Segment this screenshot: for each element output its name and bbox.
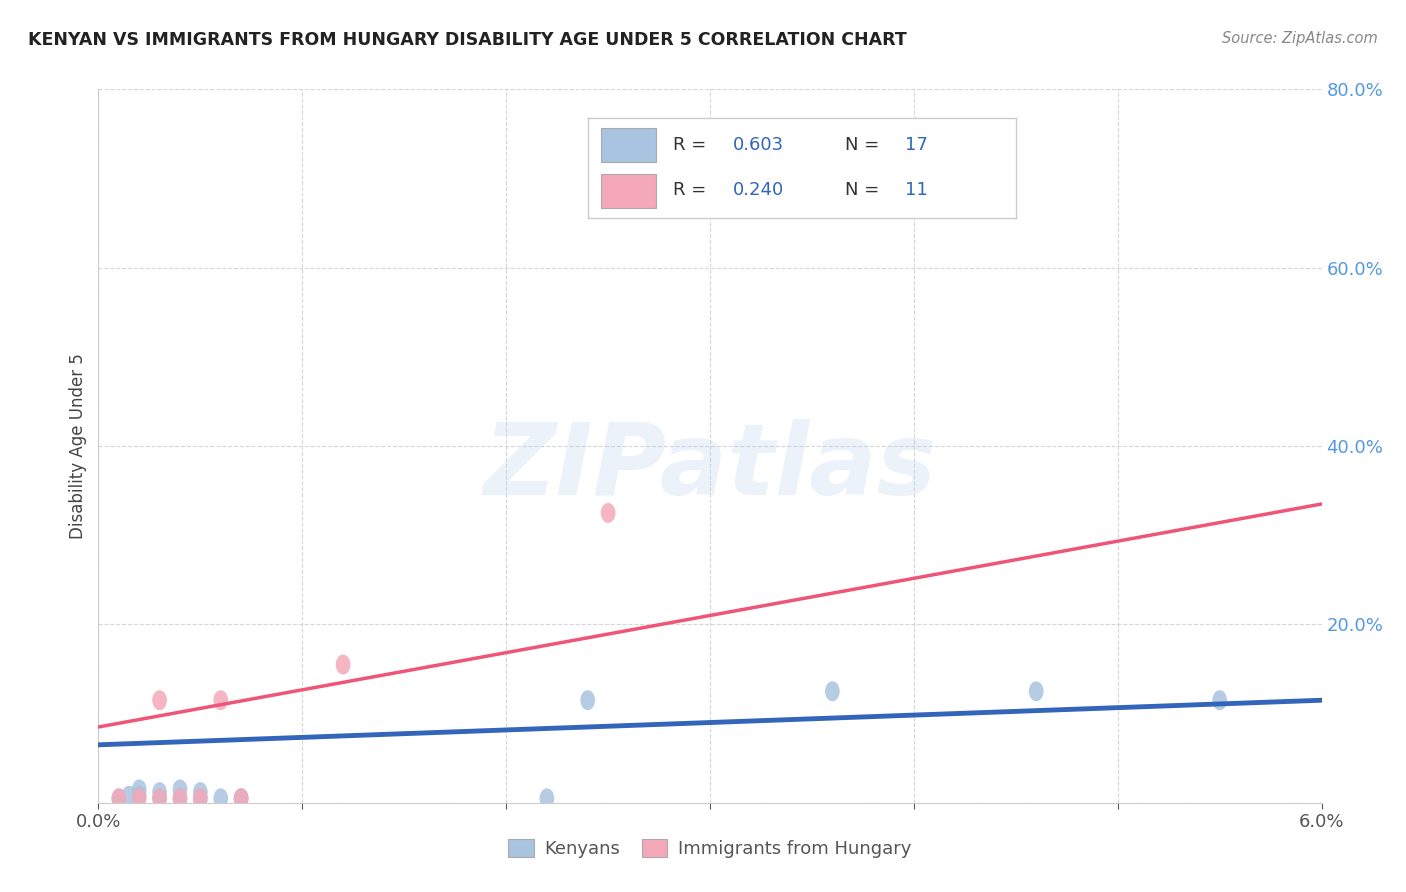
Ellipse shape <box>214 789 228 808</box>
Y-axis label: Disability Age Under 5: Disability Age Under 5 <box>69 353 87 539</box>
Ellipse shape <box>173 780 187 799</box>
Ellipse shape <box>233 789 249 808</box>
Ellipse shape <box>233 789 249 808</box>
Text: Source: ZipAtlas.com: Source: ZipAtlas.com <box>1222 31 1378 46</box>
Ellipse shape <box>152 789 167 808</box>
Ellipse shape <box>581 690 595 710</box>
Text: ZIPatlas: ZIPatlas <box>484 419 936 516</box>
Text: R =: R = <box>673 181 713 199</box>
Text: N =: N = <box>845 136 884 153</box>
Text: 11: 11 <box>904 181 928 199</box>
Ellipse shape <box>111 789 127 808</box>
Ellipse shape <box>193 789 208 808</box>
Ellipse shape <box>132 786 146 805</box>
Text: 0.603: 0.603 <box>734 136 785 153</box>
Ellipse shape <box>600 503 616 523</box>
Ellipse shape <box>825 186 839 206</box>
FancyBboxPatch shape <box>600 128 657 161</box>
Text: R =: R = <box>673 136 713 153</box>
Ellipse shape <box>152 782 167 802</box>
Legend: Kenyans, Immigrants from Hungary: Kenyans, Immigrants from Hungary <box>501 831 920 865</box>
Ellipse shape <box>173 789 187 808</box>
FancyBboxPatch shape <box>600 174 657 208</box>
Text: KENYAN VS IMMIGRANTS FROM HUNGARY DISABILITY AGE UNDER 5 CORRELATION CHART: KENYAN VS IMMIGRANTS FROM HUNGARY DISABI… <box>28 31 907 49</box>
Ellipse shape <box>193 782 208 802</box>
Text: N =: N = <box>845 181 884 199</box>
Ellipse shape <box>336 655 350 674</box>
Text: 0.240: 0.240 <box>734 181 785 199</box>
Ellipse shape <box>825 681 839 701</box>
Ellipse shape <box>152 690 167 710</box>
Ellipse shape <box>132 789 146 808</box>
Ellipse shape <box>214 690 228 710</box>
Ellipse shape <box>152 789 167 808</box>
Ellipse shape <box>111 789 127 808</box>
Ellipse shape <box>193 789 208 808</box>
Ellipse shape <box>132 780 146 799</box>
Ellipse shape <box>1029 681 1043 701</box>
Ellipse shape <box>233 789 249 808</box>
Ellipse shape <box>173 789 187 808</box>
Ellipse shape <box>1212 690 1227 710</box>
Text: 17: 17 <box>904 136 928 153</box>
Ellipse shape <box>122 786 136 805</box>
Ellipse shape <box>540 789 554 808</box>
